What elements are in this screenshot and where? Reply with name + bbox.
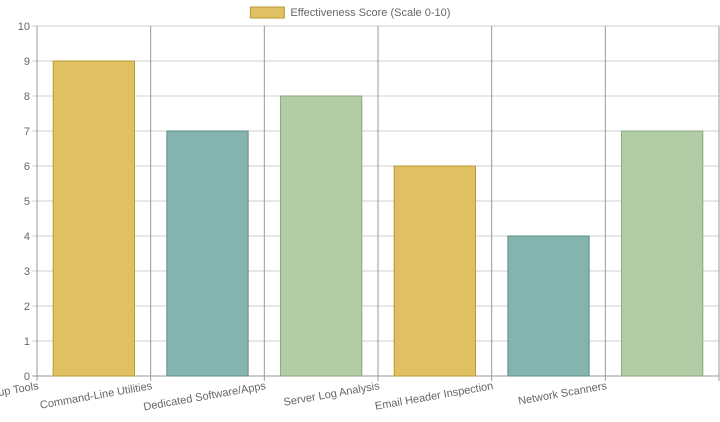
bar[interactable] bbox=[280, 95, 363, 377]
y-tick-label: 7 bbox=[24, 126, 30, 138]
y-tick-label: 5 bbox=[24, 196, 30, 208]
y-tick-label: 3 bbox=[24, 266, 30, 278]
y-tick-label: 9 bbox=[24, 56, 30, 68]
y-tick-label: 2 bbox=[24, 301, 30, 313]
y-tick-label: 0 bbox=[24, 371, 30, 383]
bars-layer bbox=[52, 60, 704, 377]
y-tick-label: 8 bbox=[24, 91, 30, 103]
legend-swatch[interactable] bbox=[249, 6, 285, 19]
y-tick-label: 4 bbox=[24, 231, 30, 243]
grid-layer bbox=[32, 25, 720, 381]
bar[interactable] bbox=[621, 130, 704, 377]
bar[interactable] bbox=[166, 130, 249, 377]
y-tick-label: 10 bbox=[18, 21, 30, 33]
legend[interactable]: Effectiveness Score (Scale 0-10) bbox=[249, 6, 450, 19]
x-tick-label: Online Lookup Tools bbox=[0, 380, 40, 409]
bar[interactable] bbox=[52, 60, 135, 377]
legend-label[interactable]: Effectiveness Score (Scale 0-10) bbox=[290, 7, 450, 19]
x-tick-label: Command-Line Utilities bbox=[39, 380, 154, 412]
bar[interactable] bbox=[507, 235, 590, 377]
x-tick-label: Dedicated Software/Apps bbox=[143, 380, 268, 413]
bar[interactable] bbox=[393, 165, 476, 377]
x-tick-label: Email Header Inspection bbox=[374, 380, 494, 413]
x-tick-label: Server Log Analysis bbox=[283, 380, 381, 409]
y-tick-label: 6 bbox=[24, 161, 30, 173]
x-tick-label: Network Scanners bbox=[517, 380, 608, 408]
y-tick-label: 1 bbox=[24, 336, 30, 348]
